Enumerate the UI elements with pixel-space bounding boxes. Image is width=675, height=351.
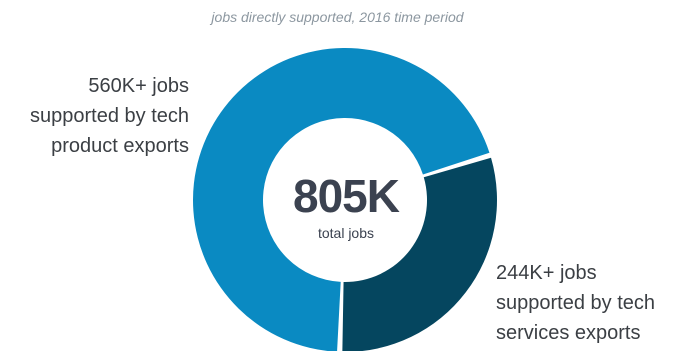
chart-subtitle: jobs directly supported, 2016 time perio…	[211, 9, 464, 25]
product-exports-callout-line: product exports	[51, 135, 189, 157]
services-exports-callout-line: services exports	[496, 322, 641, 344]
product-exports-callout: 560K+ jobs supported by tech product exp…	[30, 71, 189, 161]
product-exports-slice	[193, 48, 490, 351]
total-jobs-value: 805K	[293, 170, 400, 222]
services-exports-callout: 244K+ jobs supported by tech services ex…	[496, 258, 655, 348]
services-exports-slice	[342, 157, 497, 351]
product-exports-callout-line: 560K+ jobs	[88, 75, 189, 97]
services-exports-callout-line: supported by tech	[496, 292, 655, 314]
donut-center-label: 805K total jobs	[270, 170, 422, 242]
total-jobs-label: total jobs	[317, 225, 375, 241]
product-exports-callout-line: supported by tech	[30, 105, 189, 127]
services-exports-callout-line: 244K+ jobs	[496, 262, 597, 284]
